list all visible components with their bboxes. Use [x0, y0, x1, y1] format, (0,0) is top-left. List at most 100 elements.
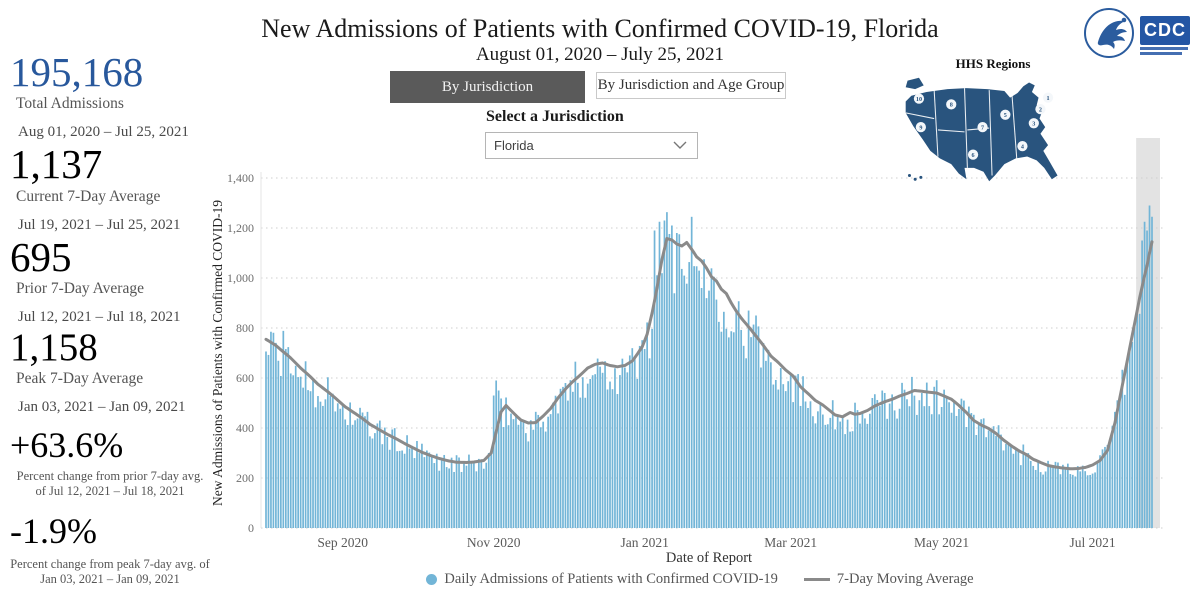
daily-admissions-bar[interactable]	[883, 392, 886, 528]
daily-admissions-bar[interactable]	[292, 375, 295, 528]
daily-admissions-bar[interactable]	[468, 454, 470, 528]
daily-admissions-bar[interactable]	[304, 361, 307, 528]
daily-admissions-bar[interactable]	[1099, 455, 1101, 528]
daily-admissions-bar[interactable]	[908, 406, 911, 528]
daily-admissions-bar[interactable]	[1059, 474, 1062, 528]
daily-admissions-bar[interactable]	[277, 360, 280, 528]
daily-admissions-bar[interactable]	[604, 361, 606, 528]
daily-admissions-bar[interactable]	[831, 400, 834, 528]
daily-admissions-bar[interactable]	[1062, 464, 1064, 528]
daily-admissions-bar[interactable]	[393, 428, 396, 528]
daily-admissions-bar[interactable]	[995, 435, 997, 528]
daily-admissions-bar[interactable]	[688, 262, 691, 528]
daily-admissions-bar[interactable]	[520, 421, 522, 528]
daily-admissions-bar[interactable]	[396, 451, 399, 528]
daily-admissions-bar[interactable]	[309, 391, 312, 528]
daily-admissions-bar[interactable]	[720, 331, 723, 528]
daily-admissions-bar[interactable]	[891, 394, 893, 528]
daily-admissions-bar[interactable]	[534, 411, 537, 528]
daily-admissions-bar[interactable]	[864, 418, 866, 528]
daily-admissions-bar[interactable]	[381, 444, 384, 528]
daily-admissions-bar[interactable]	[658, 221, 661, 528]
daily-admissions-bar[interactable]	[683, 275, 686, 528]
daily-admissions-bar[interactable]	[992, 426, 995, 528]
daily-admissions-bar[interactable]	[1064, 469, 1067, 528]
daily-admissions-bar[interactable]	[854, 402, 856, 528]
daily-admissions-bar[interactable]	[1049, 465, 1052, 528]
daily-admissions-bar[interactable]	[903, 389, 906, 528]
daily-admissions-bar[interactable]	[606, 389, 609, 528]
daily-admissions-bar[interactable]	[621, 358, 624, 528]
daily-admissions-bar[interactable]	[972, 414, 975, 528]
daily-admissions-bar[interactable]	[586, 383, 589, 528]
daily-admissions-bar[interactable]	[782, 384, 785, 528]
daily-admissions-bar[interactable]	[289, 373, 292, 528]
daily-admissions-bar[interactable]	[747, 310, 750, 528]
daily-admissions-bar[interactable]	[968, 406, 970, 528]
daily-admissions-bar[interactable]	[359, 407, 361, 528]
daily-admissions-bar[interactable]	[280, 375, 282, 528]
daily-admissions-bar[interactable]	[819, 403, 822, 528]
daily-admissions-bar[interactable]	[1047, 460, 1049, 528]
daily-admissions-bar[interactable]	[715, 299, 718, 528]
daily-admissions-bar[interactable]	[963, 400, 965, 528]
daily-admissions-bar[interactable]	[774, 379, 777, 528]
daily-admissions-bar[interactable]	[636, 378, 639, 528]
daily-admissions-bar[interactable]	[1042, 474, 1044, 528]
daily-admissions-bar[interactable]	[495, 380, 498, 529]
daily-admissions-bar[interactable]	[750, 337, 752, 528]
daily-admissions-bar[interactable]	[955, 415, 958, 528]
daily-admissions-bar[interactable]	[294, 365, 297, 528]
daily-admissions-bar[interactable]	[554, 395, 557, 528]
daily-admissions-bar[interactable]	[557, 413, 559, 528]
daily-admissions-bar[interactable]	[849, 431, 851, 528]
daily-admissions-bar[interactable]	[760, 367, 762, 528]
daily-admissions-bar[interactable]	[354, 420, 356, 528]
daily-admissions-bar[interactable]	[369, 436, 371, 528]
daily-admissions-bar[interactable]	[428, 452, 431, 528]
daily-admissions-bar[interactable]	[619, 375, 621, 528]
daily-admissions-bar[interactable]	[542, 421, 545, 528]
daily-admissions-bar[interactable]	[975, 435, 978, 528]
daily-admissions-bar[interactable]	[869, 413, 871, 528]
daily-admissions-bar[interactable]	[364, 416, 366, 528]
daily-admissions-bar[interactable]	[787, 381, 790, 528]
daily-admissions-bar[interactable]	[465, 465, 468, 528]
daily-admissions-bar[interactable]	[1089, 474, 1091, 528]
daily-admissions-bar[interactable]	[463, 463, 465, 528]
daily-admissions-bar[interactable]	[324, 399, 327, 528]
daily-admissions-bar[interactable]	[547, 416, 549, 528]
daily-admissions-bar[interactable]	[1128, 347, 1131, 528]
daily-admissions-bar[interactable]	[443, 454, 446, 528]
daily-admissions-bar[interactable]	[1069, 474, 1072, 528]
daily-admissions-bar[interactable]	[544, 431, 547, 528]
daily-admissions-bar[interactable]	[1118, 398, 1121, 528]
daily-admissions-bar[interactable]	[641, 340, 644, 528]
daily-admissions-bar[interactable]	[376, 423, 379, 528]
daily-admissions-bar[interactable]	[826, 424, 829, 528]
daily-admissions-bar[interactable]	[1017, 450, 1020, 528]
daily-admissions-bar[interactable]	[1039, 472, 1042, 528]
daily-admissions-bar[interactable]	[1094, 472, 1096, 528]
jurisdiction-dropdown[interactable]: Florida	[485, 132, 698, 159]
daily-admissions-bar[interactable]	[812, 416, 814, 528]
daily-admissions-bar[interactable]	[1024, 453, 1027, 528]
daily-admissions-bar[interactable]	[628, 355, 631, 528]
daily-admissions-bar[interactable]	[275, 342, 277, 528]
daily-admissions-bar[interactable]	[1091, 473, 1094, 528]
daily-admissions-bar[interactable]	[378, 420, 381, 528]
daily-admissions-bar[interactable]	[777, 389, 780, 528]
daily-admissions-bar[interactable]	[581, 377, 584, 528]
legend-daily-admissions[interactable]: Daily Admissions of Patients with Confir…	[426, 571, 778, 588]
daily-admissions-bar[interactable]	[918, 400, 921, 528]
daily-admissions-bar[interactable]	[562, 386, 564, 528]
tab-by-jurisdiction-and-age-group[interactable]: By Jurisdiction and Age Group	[596, 72, 786, 99]
daily-admissions-bar[interactable]	[933, 386, 936, 528]
daily-admissions-bar[interactable]	[871, 397, 874, 528]
daily-admissions-bar[interactable]	[802, 376, 804, 528]
daily-admissions-bar[interactable]	[987, 430, 990, 529]
daily-admissions-bar[interactable]	[391, 429, 394, 528]
daily-admissions-bar[interactable]	[653, 230, 656, 529]
daily-admissions-bar[interactable]	[406, 435, 408, 528]
daily-admissions-bar[interactable]	[916, 414, 918, 528]
